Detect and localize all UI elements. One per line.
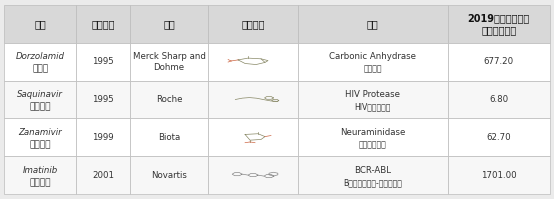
Bar [208,5,298,43]
Bar [130,5,208,43]
Text: Novartis: Novartis [151,171,187,180]
Text: 扎那米韦: 扎那米韦 [29,140,51,149]
Bar [4,5,76,43]
Text: 神经氨酸苷酶: 神经氨酸苷酶 [359,140,387,149]
Bar [298,5,448,43]
Bar [448,156,550,194]
Text: 1999: 1999 [93,133,114,142]
Text: 1701.00: 1701.00 [481,171,516,180]
Bar [298,118,448,156]
Bar [208,118,298,156]
Bar [76,156,130,194]
Bar [130,43,208,81]
Bar [208,81,298,118]
Text: Saquinavir: Saquinavir [17,90,63,99]
Text: 沙奎那韦: 沙奎那韦 [29,102,51,112]
Text: 公司: 公司 [163,19,175,29]
Text: 1995: 1995 [93,57,114,66]
Bar [208,43,298,81]
Bar [298,43,448,81]
Text: 6.80: 6.80 [489,95,508,104]
Bar [76,43,130,81]
Text: Biota: Biota [158,133,180,142]
Bar [208,156,298,194]
Text: 碳酸酐酶: 碳酸酐酶 [363,65,382,74]
Text: 2019年全球销售额
（百万美元）: 2019年全球销售额 （百万美元） [468,13,530,35]
Text: Dorzolamid: Dorzolamid [16,52,65,61]
Text: 伊马替尼: 伊马替尼 [29,178,51,187]
Bar [448,43,550,81]
Bar [298,81,448,118]
Text: HIV Protease: HIV Protease [345,90,401,99]
Bar [130,118,208,156]
Bar [4,118,76,156]
Text: 化学结构: 化学结构 [242,19,265,29]
Text: 靶标: 靶标 [367,19,379,29]
Text: Neuraminidase: Neuraminidase [340,128,406,137]
Text: 2001: 2001 [93,171,114,180]
Bar [76,81,130,118]
Bar [130,81,208,118]
Text: 上市时间: 上市时间 [91,19,115,29]
Bar [4,156,76,194]
Text: BCR-ABL: BCR-ABL [355,166,391,175]
Bar [448,118,550,156]
Text: Roche: Roche [156,95,182,104]
Bar [76,118,130,156]
Bar [76,5,130,43]
Text: Carbonic Anhydrase: Carbonic Anhydrase [329,52,417,61]
Bar [448,81,550,118]
Text: 药物: 药物 [34,19,46,29]
Text: 677.20: 677.20 [484,57,514,66]
Bar [298,156,448,194]
Text: 1995: 1995 [93,95,114,104]
Text: Merck Sharp and
Dohme: Merck Sharp and Dohme [133,52,206,72]
Text: Zanamivir: Zanamivir [19,128,62,137]
Text: B细胞抗原受体-酪氨酸激酶: B细胞抗原受体-酪氨酸激酶 [343,178,402,187]
Bar [448,5,550,43]
Text: 多佐胺: 多佐胺 [32,65,48,74]
Text: 62.70: 62.70 [486,133,511,142]
Bar [130,156,208,194]
Text: Imatinib: Imatinib [23,166,58,175]
Bar [4,81,76,118]
Text: HIV蛋白水解酶: HIV蛋白水解酶 [355,102,391,112]
Bar [4,43,76,81]
